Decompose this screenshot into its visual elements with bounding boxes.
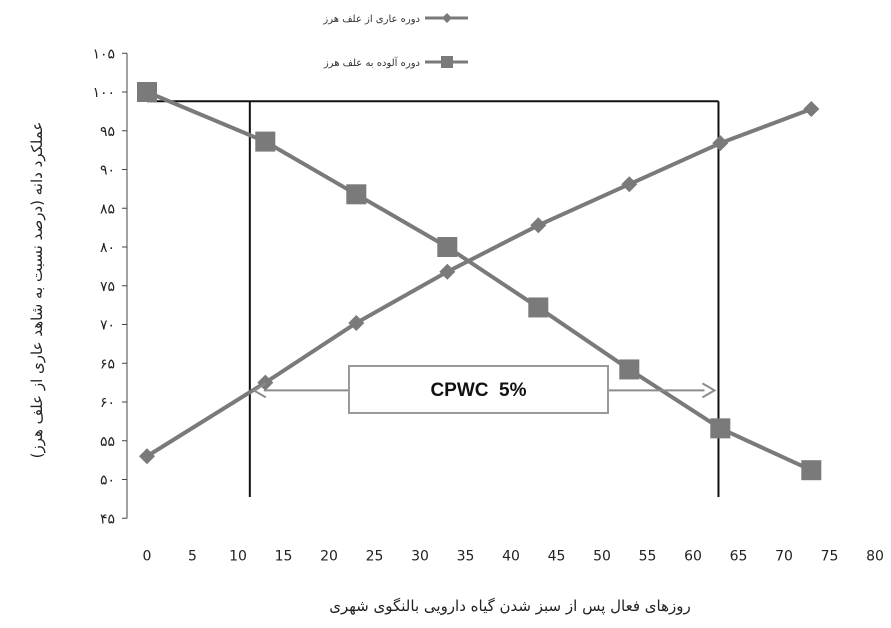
series-line-2 bbox=[146, 90, 813, 473]
x-tick-label: 0 bbox=[143, 548, 152, 564]
x-tick-label: 35 bbox=[457, 548, 475, 564]
series-1-point bbox=[621, 176, 638, 193]
series-2-point bbox=[346, 184, 367, 205]
cpwc-label: CPWC 5% bbox=[430, 380, 526, 401]
x-tick-label: 20 bbox=[320, 548, 338, 564]
y-tick-label: ۷۵ bbox=[100, 279, 115, 295]
x-tick-label: 80 bbox=[866, 548, 884, 564]
y-tick-label: ۱۰۵ bbox=[92, 46, 115, 62]
x-axis-title: روزهای فعال پس از سبز شدن گیاه دارویی با… bbox=[329, 597, 691, 616]
y-axis-title: عملکرد دانه (درصد نسبت به شاهد عاری از ع… bbox=[28, 122, 46, 459]
x-tick-label: 55 bbox=[639, 548, 657, 564]
cpwc-arrow-head-right bbox=[701, 382, 717, 399]
y-tick-label: ۴۵ bbox=[100, 511, 115, 527]
plot-area: ۱۰۵ ۱۰۰ ۹۵ ۹۰ ۸۵ ۸۰ ۷۵ ۷۰ ۶۵ ۶۰ ۵۵ ۵۰ ۴۵ 0 5 10 15 20 25 30… bbox=[92, 46, 883, 564]
x-tick-label: 70 bbox=[775, 548, 793, 564]
cpwc-box bbox=[348, 365, 609, 414]
x-tick-label: 25 bbox=[366, 548, 384, 564]
x-tick-label: 50 bbox=[593, 548, 611, 564]
y-tick-label: ۶۵ bbox=[100, 356, 115, 372]
series-2-point bbox=[437, 237, 458, 257]
legend: دوره عاری از علف هرز دوره آلوده به علف هر… bbox=[322, 13, 468, 69]
y-tick-label: ۸۰ bbox=[100, 240, 115, 256]
series-1-point bbox=[348, 314, 365, 331]
x-tick-label: 5 bbox=[188, 548, 197, 564]
series-2-point bbox=[255, 131, 276, 152]
series-1-point bbox=[712, 135, 729, 152]
series-line-1 bbox=[145, 107, 813, 458]
y-tick-label: ۱۰۰ bbox=[92, 85, 115, 101]
x-tick-label: 65 bbox=[730, 548, 748, 564]
series-2-point bbox=[137, 82, 157, 102]
series-1-point bbox=[530, 217, 547, 234]
series-1-point bbox=[803, 101, 820, 118]
series-2-point bbox=[528, 297, 549, 318]
x-tick-label: 45 bbox=[548, 548, 566, 564]
series-2-point bbox=[619, 359, 640, 380]
y-tick-label: ۵۰ bbox=[100, 473, 115, 489]
series-1-point bbox=[139, 448, 155, 465]
y-tick-label: ۶۰ bbox=[100, 395, 115, 411]
y-tick-label: ۵۵ bbox=[100, 434, 115, 450]
y-tick-label: ۹۰ bbox=[100, 163, 115, 179]
y-tick-label: ۸۵ bbox=[100, 201, 115, 217]
x-tick-label: 30 bbox=[411, 548, 429, 564]
legend-marker-diamond bbox=[442, 13, 452, 23]
x-tick-label: 40 bbox=[502, 548, 520, 564]
series-1-point bbox=[439, 263, 456, 280]
x-tick-label: 15 bbox=[275, 548, 293, 564]
legend-label-2: دوره آلوده به علف هرز bbox=[323, 56, 420, 69]
cpwc-arrow-head-left bbox=[251, 382, 267, 399]
y-tick-label: ۷۰ bbox=[100, 318, 115, 334]
x-tick-label: 75 bbox=[821, 548, 839, 564]
x-tick-label: 60 bbox=[684, 548, 702, 564]
legend-label-1: دوره عاری از علف هرز bbox=[322, 14, 420, 25]
series-2-point bbox=[801, 460, 822, 481]
legend-marker-square bbox=[441, 56, 453, 68]
y-tick-label: ۹۵ bbox=[100, 124, 115, 140]
x-tick-label: 10 bbox=[229, 548, 247, 564]
series-2-point bbox=[710, 418, 731, 439]
